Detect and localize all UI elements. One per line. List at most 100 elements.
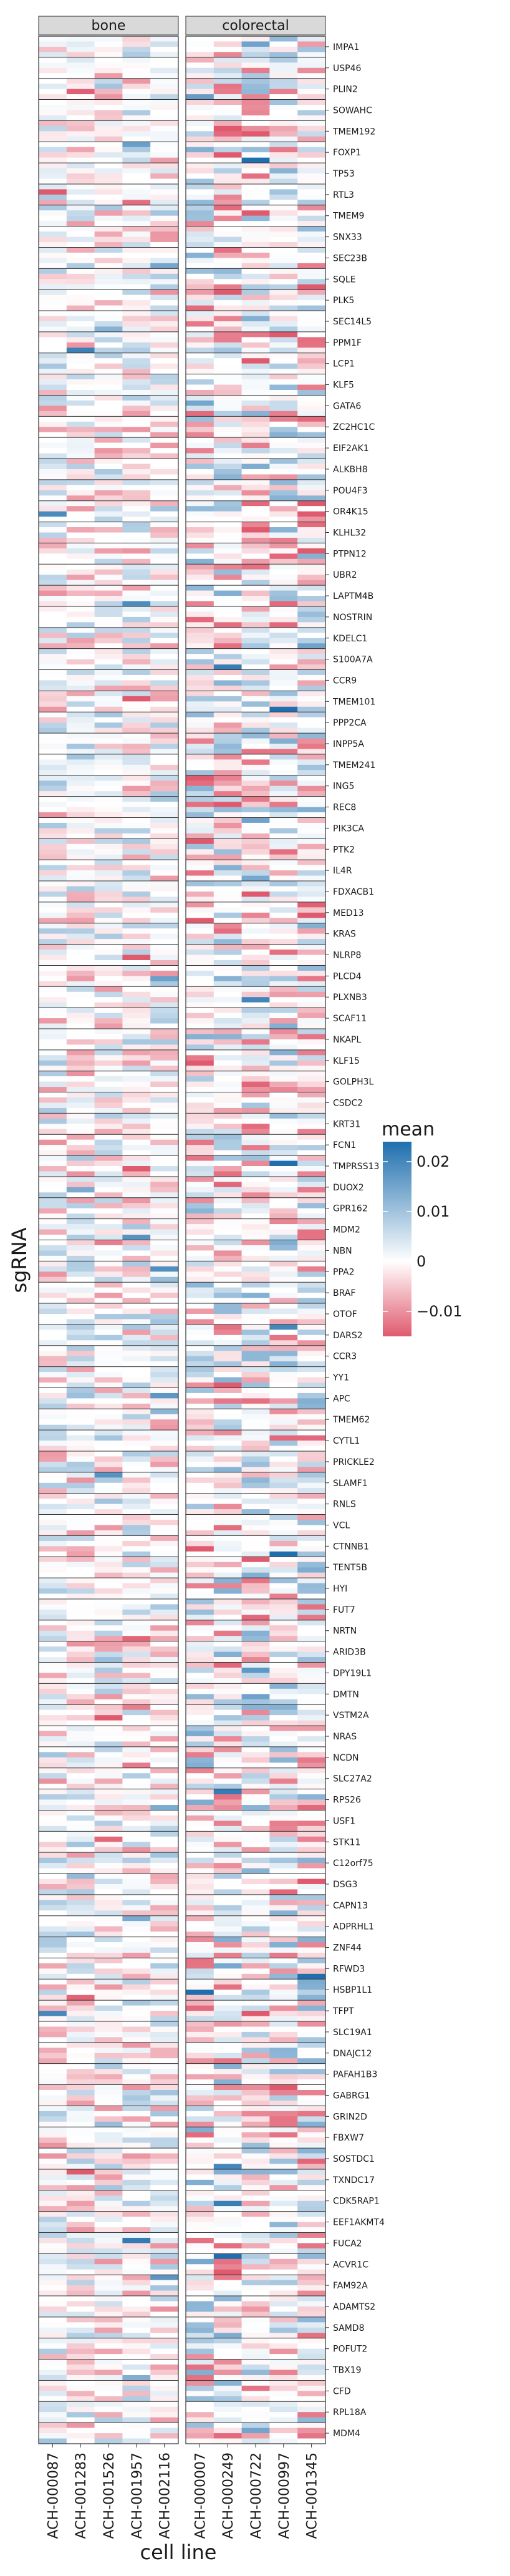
heatmap-cell: [94, 706, 123, 712]
heatmap-cell: [213, 2316, 242, 2323]
heatmap-cell: [297, 369, 326, 374]
heatmap-cell: [241, 1915, 270, 1922]
heatmap-cell: [241, 464, 270, 470]
heatmap-cell: [213, 517, 242, 522]
heatmap-cell: [213, 2232, 242, 2238]
heatmap-cell: [66, 263, 95, 269]
heatmap-cell: [94, 2190, 123, 2196]
heatmap-cell: [150, 1900, 179, 1906]
heatmap-cell: [241, 1493, 270, 1499]
heatmap-cell: [94, 189, 123, 195]
heatmap-cell: [241, 1551, 270, 1557]
heatmap-cell: [186, 838, 214, 844]
heatmap-cell: [39, 1334, 67, 1341]
heatmap-cell: [66, 2121, 95, 2127]
heatmap-cell: [213, 1145, 242, 1150]
heatmap-cell: [150, 437, 179, 443]
heatmap-cell: [94, 511, 123, 517]
heatmap-cell: [213, 2374, 242, 2381]
heatmap-cell: [150, 2296, 179, 2301]
heatmap-cell: [39, 459, 67, 464]
heatmap-cell: [150, 1794, 179, 1800]
heatmap-cell: [94, 1546, 123, 1552]
heatmap-cell: [213, 2169, 242, 2175]
heatmap-cell: [39, 294, 67, 301]
heatmap-cell: [241, 231, 270, 237]
heatmap-cell: [150, 1593, 179, 1600]
heatmap-cell: [39, 1694, 67, 1699]
heatmap-cell: [297, 1446, 326, 1452]
heatmap-cell: [94, 2127, 123, 2132]
heatmap-cell: [269, 1377, 298, 1383]
heatmap-cell: [241, 1958, 270, 1964]
heatmap-cell: [186, 1636, 214, 1641]
heatmap-cell: [122, 2380, 151, 2386]
heatmap-cell: [213, 406, 242, 412]
heatmap-cell: [39, 326, 67, 333]
heatmap-cell: [66, 2423, 95, 2428]
heatmap-cell: [269, 2428, 298, 2434]
heatmap-cell: [241, 1245, 270, 1251]
heatmap-cell: [39, 2069, 67, 2074]
heatmap-cell: [39, 2111, 67, 2117]
heatmap-cell: [150, 2026, 179, 2033]
heatmap-cell: [269, 2222, 298, 2228]
heatmap-cell: [213, 854, 242, 860]
heatmap-cell: [269, 1218, 298, 1225]
heatmap-cell: [39, 1651, 67, 1658]
heatmap-cell: [122, 2195, 151, 2201]
heatmap-cell: [150, 1609, 179, 1615]
heatmap-cell: [186, 2423, 214, 2428]
heatmap-cell: [150, 706, 179, 712]
heatmap-cell: [186, 152, 214, 158]
heatmap-cell: [66, 2142, 95, 2149]
heatmap-cell: [39, 2433, 67, 2439]
heatmap-cell: [297, 2121, 326, 2127]
heatmap-cell: [94, 2211, 123, 2217]
heatmap-cell: [66, 701, 95, 707]
heatmap-cell: [39, 2174, 67, 2180]
heatmap-cell: [150, 2301, 179, 2307]
heatmap-cell: [66, 796, 95, 802]
heatmap-cell: [269, 2111, 298, 2117]
heatmap-cell: [66, 363, 95, 369]
heatmap-cell: [213, 395, 242, 401]
heatmap-cell: [94, 36, 123, 42]
heatmap-cell: [94, 1081, 123, 1087]
heatmap-cell: [122, 1662, 151, 1668]
heatmap-cell: [94, 1044, 123, 1051]
heatmap-cell: [122, 1615, 151, 1621]
heatmap-cell: [122, 1551, 151, 1557]
heatmap-cell: [297, 1298, 326, 1304]
heatmap-cell: [269, 416, 298, 422]
heatmap-cell: [94, 1715, 123, 1721]
heatmap-cell: [39, 1398, 67, 1404]
heatmap-cell: [213, 1293, 242, 1298]
heatmap-cell: [269, 263, 298, 269]
heatmap-cell: [269, 1472, 298, 1478]
heatmap-cell: [213, 1298, 242, 1304]
heatmap-cell: [297, 780, 326, 786]
heatmap-cell: [297, 532, 326, 538]
heatmap-cell: [297, 1224, 326, 1230]
heatmap-cell: [213, 2058, 242, 2064]
heatmap-cell: [150, 1313, 179, 1320]
heatmap-cell: [150, 717, 179, 723]
heatmap-cell: [186, 1831, 214, 1837]
heatmap-cell: [213, 664, 242, 670]
heatmap-cell: [150, 733, 179, 739]
heatmap-cell: [269, 817, 298, 824]
heatmap-cell: [241, 997, 270, 1003]
heatmap-cell: [66, 1081, 95, 1087]
heatmap-cell: [66, 442, 95, 449]
heatmap-cell: [213, 659, 242, 665]
heatmap-cell: [66, 2185, 95, 2190]
heatmap-cell: [297, 744, 326, 749]
heatmap-cell: [66, 785, 95, 792]
heatmap-cell: [213, 89, 242, 95]
heatmap-cell: [150, 2042, 179, 2048]
heatmap-cell: [39, 833, 67, 839]
heatmap-cell: [122, 1145, 151, 1150]
heatmap-cell: [269, 616, 298, 623]
heatmap-cell: [186, 680, 214, 686]
